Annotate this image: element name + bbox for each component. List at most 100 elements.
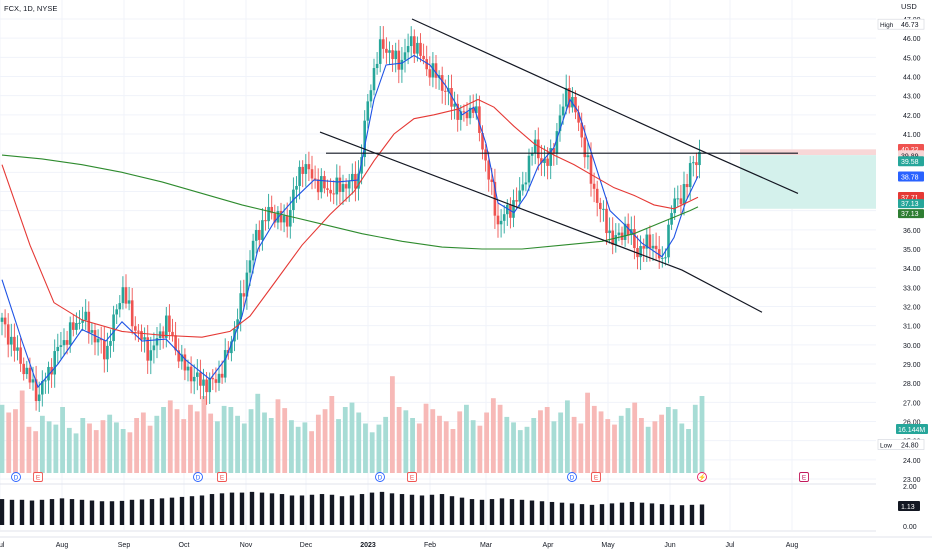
oscillator-bar	[469, 499, 475, 525]
candle-body	[96, 338, 100, 343]
volume-bar	[538, 410, 543, 473]
volume-bar	[167, 400, 173, 473]
candle-body	[608, 230, 611, 234]
candle-body	[475, 106, 478, 113]
event-markers[interactable]: D E D E D E D E ⚡ E	[11, 472, 809, 482]
volume-bar	[504, 416, 510, 473]
volume-bar	[437, 415, 442, 473]
candle-body	[382, 39, 385, 49]
event-marker-earnings[interactable]	[33, 472, 43, 482]
oscillator-bar	[509, 499, 515, 525]
candle-body	[180, 354, 184, 362]
candle-body	[692, 162, 695, 164]
oscillator-bar	[69, 499, 75, 525]
candle-body	[338, 177, 342, 192]
volume-bar	[140, 412, 146, 473]
volume-bar	[497, 404, 503, 473]
volume-bar	[100, 420, 106, 473]
event-marker-dividend[interactable]	[193, 472, 203, 482]
volume-bar	[315, 414, 321, 473]
candle-body	[626, 223, 630, 236]
candle-body	[496, 215, 500, 225]
volume-bar	[221, 405, 227, 473]
candle-body	[13, 336, 16, 351]
candle-body	[16, 347, 19, 351]
event-marker-earnings[interactable]	[407, 472, 417, 482]
trendlines[interactable]	[319, 18, 799, 313]
volume-bar	[19, 390, 25, 473]
candle-body	[391, 50, 394, 60]
volume-bar	[659, 414, 665, 473]
event-marker-dividend[interactable]	[11, 472, 21, 482]
candle-body	[602, 208, 605, 210]
candle-body	[208, 378, 211, 393]
candle-body	[664, 257, 667, 259]
price-tick-label: 24.00	[903, 458, 921, 465]
candle-body	[344, 184, 348, 189]
price-tick-label: 32.00	[903, 305, 921, 312]
oscillator-bar	[639, 502, 645, 525]
time-tick-label: Jul	[0, 542, 5, 549]
volume-bar	[591, 405, 597, 473]
volume-bar	[585, 392, 590, 473]
candle-body	[372, 68, 376, 91]
candle-body	[261, 220, 264, 240]
event-marker-split[interactable]	[697, 472, 707, 482]
volume-bar	[181, 419, 187, 473]
volume-bar	[349, 402, 355, 473]
volume-bar	[13, 409, 18, 473]
candle-body	[316, 179, 320, 193]
volume-bar	[699, 396, 705, 473]
candle-body	[31, 379, 35, 383]
time-tick-label: Sep	[118, 542, 131, 549]
candle-body	[34, 379, 38, 402]
event-marker-earnings[interactable]	[217, 472, 227, 482]
event-marker-earnings[interactable]	[591, 472, 601, 482]
candle-body	[490, 179, 494, 182]
candle-body	[41, 381, 44, 395]
volume-bar	[214, 421, 220, 473]
event-marker-dividend[interactable]	[567, 472, 577, 482]
price-tick-label: 42.00	[903, 113, 921, 120]
candle-body	[115, 309, 118, 315]
event-marker-letter: E	[36, 475, 41, 482]
candle-body	[521, 184, 525, 191]
candle-body	[403, 52, 407, 60]
oscillator-bar	[689, 504, 695, 525]
low-label-bg	[877, 439, 925, 450]
time-axis[interactable]: Jul Aug Sep Oct Nov Dec 2023 Feb Mar Apr May Jun Jul…	[0, 536, 932, 549]
oscillator-bar	[549, 501, 555, 525]
volume-bar	[430, 409, 436, 473]
volume-bar	[26, 426, 32, 473]
candle-body	[518, 190, 521, 202]
event-marker-dividend[interactable]	[375, 472, 385, 482]
volume-bar	[0, 404, 5, 473]
candle-body	[199, 372, 202, 386]
candle-body	[68, 322, 72, 345]
candle-body	[468, 107, 472, 119]
oscillator-bar	[169, 497, 175, 525]
candle-body	[515, 200, 518, 202]
candle-body	[285, 215, 289, 227]
oscillator-bar	[559, 502, 565, 525]
oscillator-bar	[249, 491, 255, 525]
oscillator-bar	[389, 493, 395, 525]
event-marker-earnings-future[interactable]	[799, 472, 809, 482]
volume-bar	[457, 411, 463, 473]
candle-body	[56, 346, 60, 352]
oscillator-bar	[369, 492, 375, 525]
oscillator-bar	[119, 500, 125, 525]
event-marker-letter: E	[802, 475, 807, 482]
candle-body	[19, 347, 22, 364]
oscillator-bar	[579, 504, 585, 525]
volume-bar	[612, 424, 617, 473]
candle-body	[366, 101, 370, 121]
candle-body	[72, 322, 75, 330]
candle-body	[245, 272, 249, 297]
price-tick-label: 26.00	[903, 420, 921, 427]
candle-body	[583, 137, 587, 158]
volume-bar	[87, 423, 92, 473]
volume-bar	[652, 421, 658, 473]
